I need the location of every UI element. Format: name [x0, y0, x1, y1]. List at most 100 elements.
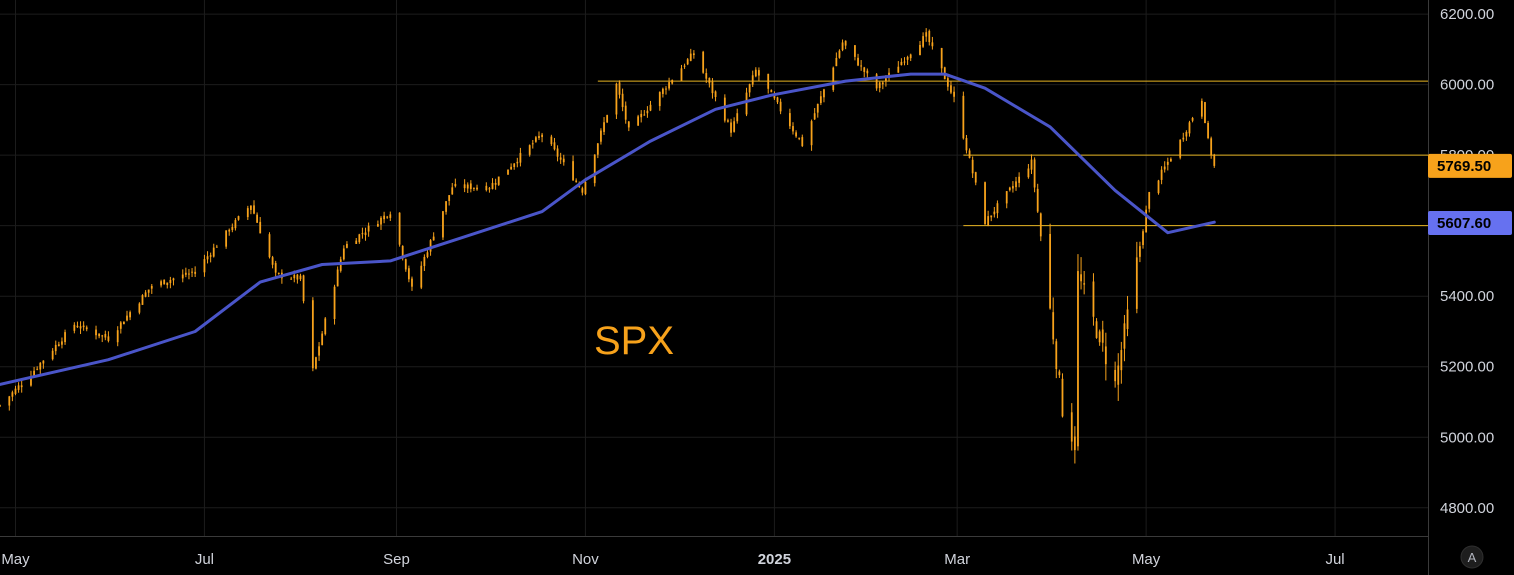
candle-body [1030, 159, 1033, 170]
candle-body [730, 122, 732, 133]
candle-body [813, 113, 816, 120]
candle-body [646, 110, 649, 114]
candle-body [1052, 312, 1055, 340]
candle-body [215, 246, 218, 248]
candle-body [1142, 231, 1144, 246]
candle-body [383, 215, 386, 220]
candle-body [788, 113, 791, 127]
price-tick-label: 4800.00 [1440, 500, 1494, 517]
candle-body [702, 51, 705, 73]
candle-body [816, 103, 819, 113]
candle-body [1117, 365, 1120, 385]
candle-body [1166, 161, 1169, 165]
candle-body [277, 272, 280, 274]
time-tick-label: May [1132, 551, 1161, 568]
moving-average-line [0, 72, 1216, 386]
candle-body [1058, 371, 1061, 376]
candle-body [903, 61, 906, 63]
candle-body [801, 137, 804, 147]
candle-body [562, 158, 565, 163]
candle-body [1098, 331, 1101, 343]
candle-body [984, 182, 986, 225]
candle-body [1027, 168, 1030, 178]
candle-body [101, 335, 104, 337]
candle-body [119, 322, 122, 329]
candle-body [572, 161, 574, 181]
candle-body [1157, 180, 1160, 194]
candle-body [30, 376, 32, 386]
price-tick-label: 5200.00 [1440, 359, 1494, 376]
time-scale[interactable]: May Jul Sep Nov 2025 Mar May Jul [0, 536, 1428, 569]
candle-body [17, 385, 20, 390]
candle-body [531, 143, 534, 145]
candle-body [138, 303, 141, 313]
candle-body [1114, 369, 1117, 382]
candle-body [1213, 154, 1216, 166]
candle-body [683, 65, 686, 67]
candle-body [603, 122, 605, 132]
candle-body [1008, 187, 1011, 191]
candle-body [875, 74, 878, 89]
candle-body [225, 230, 228, 247]
candle-body [1049, 233, 1051, 309]
candle-body [606, 115, 609, 123]
symbol-label: SPX [594, 319, 674, 363]
candle-body [290, 278, 293, 280]
candle-body [885, 78, 887, 82]
candle-body [203, 259, 206, 273]
moving-average-tag-text: 5607.60 [1437, 215, 1491, 232]
candle-body [965, 138, 968, 151]
candle-body [1185, 131, 1188, 137]
candle-body [194, 271, 197, 274]
candle-body [550, 136, 553, 145]
candle-body [57, 344, 60, 346]
candle-body [751, 75, 754, 85]
candle-body [1061, 378, 1064, 417]
candle-body [95, 329, 97, 336]
candle-body [538, 136, 540, 139]
candle-body [906, 57, 909, 60]
candle-body [367, 225, 370, 232]
candle-body [1036, 188, 1039, 212]
candle-body [1104, 346, 1107, 365]
candle-body [98, 333, 101, 337]
candle-body [516, 161, 519, 164]
candle-body [64, 332, 66, 343]
candle-body [1033, 159, 1036, 188]
candle-body [556, 148, 559, 157]
candle-body [485, 185, 488, 191]
candle-body [968, 150, 971, 158]
candle-body [962, 95, 965, 139]
candle-body [361, 233, 364, 235]
candle-body [426, 252, 429, 257]
candle-body [758, 70, 760, 76]
candle-body [144, 292, 147, 297]
candle-body [866, 70, 869, 74]
candle-body [311, 300, 314, 369]
candle-body [776, 97, 779, 103]
price-scale[interactable]: 4800.005000.005200.005400.005600.005800.… [1428, 0, 1512, 575]
candle-body [1169, 158, 1172, 162]
candle-body [637, 116, 640, 126]
candle-body [1148, 192, 1151, 209]
candle-body [615, 83, 618, 115]
candle-body [1123, 323, 1126, 349]
last-price-tag-text: 5769.50 [1437, 158, 1491, 175]
candle-body [779, 101, 782, 112]
candle-body [407, 268, 410, 280]
moving-average-tag-box [1428, 211, 1512, 236]
candle-body [79, 326, 82, 329]
candle-body [931, 42, 934, 47]
candle-body [1070, 412, 1073, 442]
candle-body [748, 84, 751, 93]
candle-body [795, 132, 797, 137]
candle-body [584, 181, 587, 195]
candle-body [336, 269, 339, 287]
price-tick-label: 6000.00 [1440, 77, 1494, 94]
auto-scale-button[interactable]: A [1460, 545, 1484, 569]
candle-body [364, 232, 367, 236]
candle-body [0, 405, 1, 407]
candle-body [705, 73, 708, 79]
candle-body [451, 187, 454, 195]
